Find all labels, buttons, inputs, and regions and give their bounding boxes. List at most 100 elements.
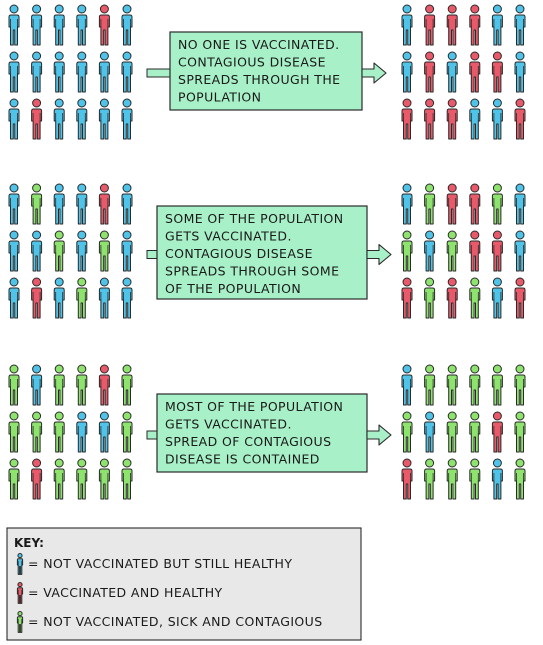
after-1-person-red [446,4,458,46]
after-3-crowd [401,364,526,500]
after-2-person-blue [424,230,436,272]
after-3-person-green [424,364,436,406]
before-1-person-blue [53,98,65,140]
arrow-tail-2 [146,250,158,259]
panels: NO ONE IS VACCINATED. CONTAGIOUS DISEASE S… [8,4,526,500]
key-person-blue [16,553,24,575]
before-2-person-blue [76,183,88,225]
description-line: DISEASE IS CONTAINED [165,452,320,467]
before-3-person-green [31,411,43,453]
after-2-person-red [491,230,503,272]
description-line: GETS VACCINATED. [165,417,292,432]
before-1-person-blue [8,51,20,93]
before-2-person-green [53,230,65,272]
after-1-person-red [424,98,436,140]
after-3-person-green [446,458,458,500]
after-3-person-blue [424,411,436,453]
after-3-person-green [514,458,526,500]
before-2-person-blue [121,183,133,225]
before-1-person-blue [31,4,43,46]
before-2-person-blue [121,230,133,272]
before-1-person-blue [76,51,88,93]
after-1-person-blue [446,51,458,93]
key-item-label: = VACCINATED AND HEALTHY [28,585,223,600]
before-3-person-green [8,364,20,406]
after-3-person-green [446,364,458,406]
before-1-person-blue [98,98,110,140]
after-3-person-blue [401,364,413,406]
after-3-person-green [514,411,526,453]
before-2-person-blue [8,230,20,272]
after-2-person-red [446,277,458,319]
description-line: OF THE POPULATION [165,281,301,296]
before-2-person-blue [31,230,43,272]
key-person-green [16,611,24,633]
after-3-person-red [401,458,413,500]
after-3-person-green [514,364,526,406]
description-line: GETS VACCINATED. [165,229,292,244]
after-3-person-green [424,458,436,500]
before-1-person-blue [76,4,88,46]
before-2-person-blue [53,277,65,319]
before-1-crowd [8,4,133,140]
panel-2: SOME OF THE POPULATION GETS VACCINATED. CO… [8,183,526,319]
after-1-person-red [469,4,481,46]
arrow-right-icon [366,243,392,266]
before-1-person-blue [53,4,65,46]
before-3-person-green [98,458,110,500]
after-2-person-red [514,277,526,319]
after-1-crowd [401,4,526,140]
description-box-3 [156,393,368,473]
description-line: CONTAGIOUS DISEASE [178,55,326,70]
before-1-person-blue [76,98,88,140]
after-1-person-red [491,51,503,93]
before-1-person-blue [121,51,133,93]
after-3-person-green [491,364,503,406]
description-box-1 [169,31,363,111]
after-2-person-green [424,277,436,319]
after-1-person-blue [401,4,413,46]
after-1-person-blue [469,98,481,140]
after-1-person-red [514,98,526,140]
before-2-person-red [98,183,110,225]
after-1-person-red [446,98,458,140]
before-2-person-blue [8,183,20,225]
before-1-person-red [98,4,110,46]
before-1-person-blue [31,51,43,93]
after-1-person-red [469,51,481,93]
description-line: MOST OF THE POPULATION [165,399,343,414]
arrow-tail-1 [146,68,171,78]
before-3-person-green [53,364,65,406]
after-3-person-green [469,411,481,453]
key-item-label: = NOT VACCINATED, SICK AND CONTAGIOUS [28,614,323,629]
before-2-person-blue [121,277,133,319]
description-box-2 [156,205,368,300]
description-line: NO ONE IS VACCINATED. [178,37,340,52]
panel-3: MOST OF THE POPULATION GETS VACCINATED. SP… [8,364,526,500]
after-2-person-blue [491,277,503,319]
before-2-person-blue [8,277,20,319]
before-3-person-green [76,458,88,500]
after-2-person-red [469,230,481,272]
description-line: SOME OF THE POPULATION [165,211,344,226]
after-2-person-blue [514,183,526,225]
before-3-crowd [8,364,133,500]
description-line: POPULATION [178,90,261,105]
after-1-person-red [424,51,436,93]
before-1-person-blue [8,4,20,46]
before-1-person-blue [8,98,20,140]
before-1-person-red [31,98,43,140]
arrow-right-icon [361,62,387,84]
key-background [6,527,362,641]
before-3-person-green [76,364,88,406]
before-2-person-green [98,230,110,272]
before-3-person-blue [98,411,110,453]
before-3-person-green [8,458,20,500]
before-1-person-blue [53,51,65,93]
before-2-person-blue [53,183,65,225]
after-2-person-red [401,277,413,319]
after-2-person-green [401,230,413,272]
panel-1: NO ONE IS VACCINATED. CONTAGIOUS DISEASE S… [8,4,526,140]
before-1-person-blue [121,4,133,46]
after-1-person-blue [401,51,413,93]
